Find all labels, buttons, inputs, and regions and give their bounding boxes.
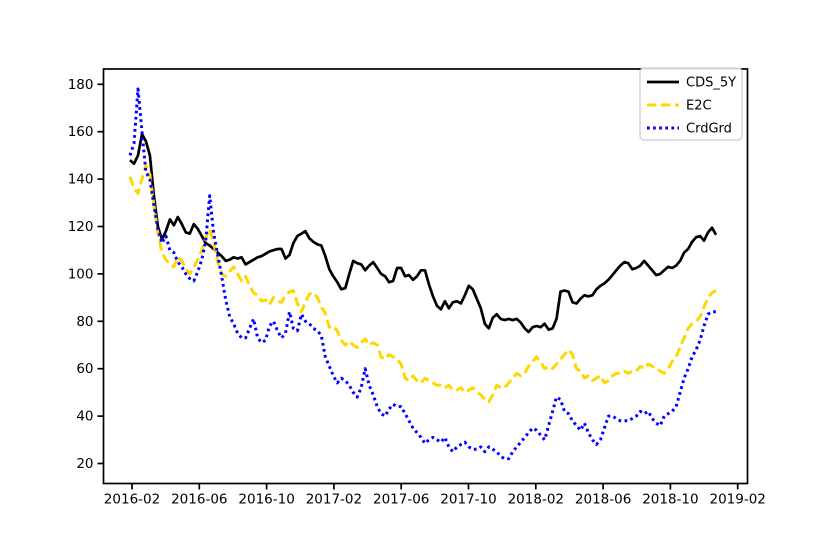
x-tick-label: 2017-10: [440, 492, 496, 508]
legend-label-CrdGrd: CrdGrd: [686, 122, 732, 137]
y-tick-label: 20: [76, 456, 93, 472]
y-tick-label: 60: [76, 361, 93, 377]
y-tick-label: 40: [76, 409, 93, 425]
x-tick-label: 2017-06: [373, 492, 429, 508]
x-tick-label: 2016-10: [238, 492, 294, 508]
series-lines: [128, 87, 718, 461]
y-tick-label: 160: [68, 124, 94, 140]
x-tick-label: 2018-06: [575, 492, 631, 508]
y-axis-ticks: 180 160 140 120 100 80 60 40 20: [68, 77, 104, 472]
legend-box: [639, 67, 743, 141]
x-tick-label: 2019-02: [709, 492, 765, 508]
series-line-CrdGrd: [128, 87, 716, 461]
legend: CDS_5Y E2C CrdGrd: [639, 67, 743, 141]
legend-label-E2C: E2C: [686, 99, 712, 114]
legend-label-CDS_5Y: CDS_5Y: [686, 76, 736, 91]
x-axis-ticks: 2016-02 2016-06 2016-10 2017-02 2017-06 2017-…: [104, 483, 766, 508]
y-tick-label: 100: [68, 266, 94, 282]
series-line-E2C: [128, 163, 717, 404]
x-tick-label: 2018-02: [508, 492, 564, 508]
y-tick-label: 140: [68, 172, 94, 188]
series-line-CDS_5Y: [129, 132, 718, 334]
x-tick-label: 2016-06: [171, 492, 227, 508]
x-tick-label: 2018-10: [642, 492, 698, 508]
x-tick-label: 2016-02: [104, 492, 160, 508]
y-tick-label: 180: [68, 77, 94, 93]
y-tick-label: 80: [76, 314, 93, 330]
x-tick-label: 2017-02: [306, 492, 362, 508]
y-tick-label: 120: [68, 219, 94, 235]
